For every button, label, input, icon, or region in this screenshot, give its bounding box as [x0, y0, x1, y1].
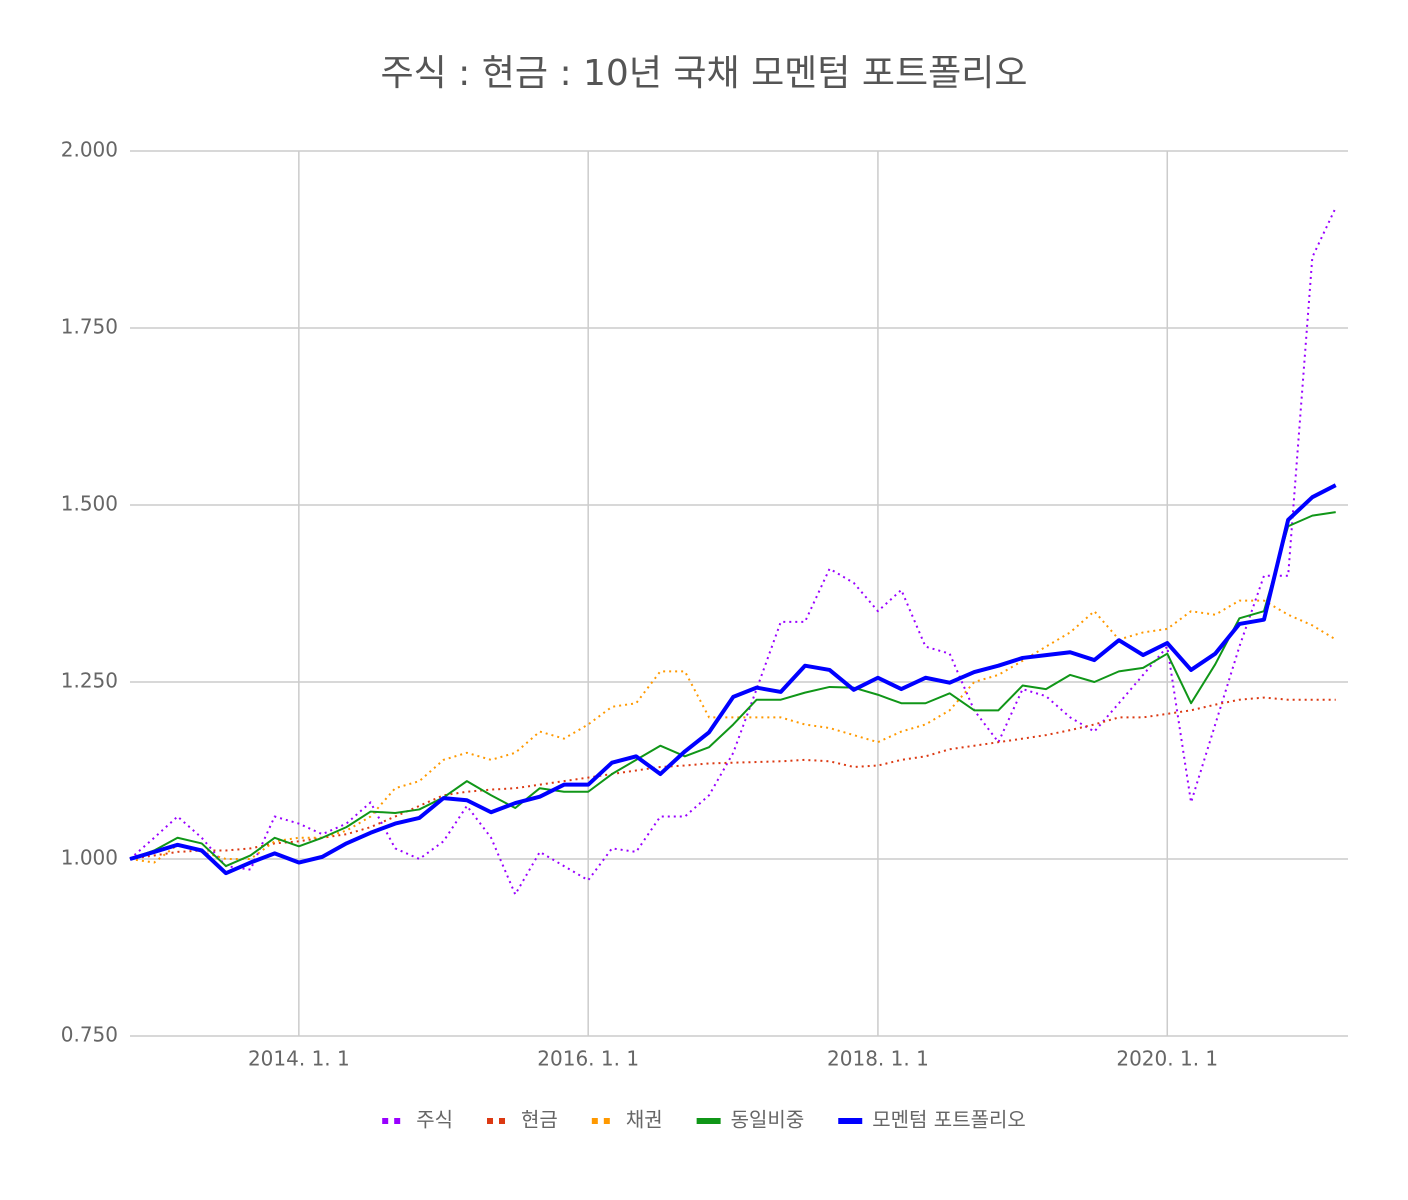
- y-tick-label: 0.750: [61, 1023, 118, 1047]
- legend-label: 동일비중: [731, 1108, 805, 1132]
- x-tick-label: 2018. 1. 1: [827, 1047, 929, 1071]
- x-tick-label: 2016. 1. 1: [537, 1047, 639, 1071]
- y-tick-label: 1.000: [61, 846, 118, 870]
- series-line: [129, 483, 1337, 876]
- series-line: [129, 599, 1337, 864]
- legend-label: 현금: [521, 1108, 558, 1132]
- x-tick-label: 2014. 1. 1: [248, 1047, 350, 1071]
- legend-label: 채권: [626, 1108, 663, 1132]
- chart-title: 주식 : 현금 : 10년 국채 모멘텀 포트폴리오: [381, 53, 1028, 94]
- series-line: [129, 511, 1336, 868]
- legend-label: 주식: [416, 1108, 453, 1132]
- y-tick-label: 1.250: [61, 669, 118, 693]
- y-tick-label: 2.000: [61, 138, 118, 162]
- series-line: [129, 696, 1336, 860]
- y-tick-label: 1.500: [61, 492, 118, 516]
- y-tick-label: 1.750: [61, 315, 118, 339]
- x-tick-label: 2020. 1. 1: [1116, 1047, 1218, 1071]
- legend-label: 모멘텀 포트폴리오: [872, 1108, 1026, 1132]
- series-line: [129, 207, 1337, 896]
